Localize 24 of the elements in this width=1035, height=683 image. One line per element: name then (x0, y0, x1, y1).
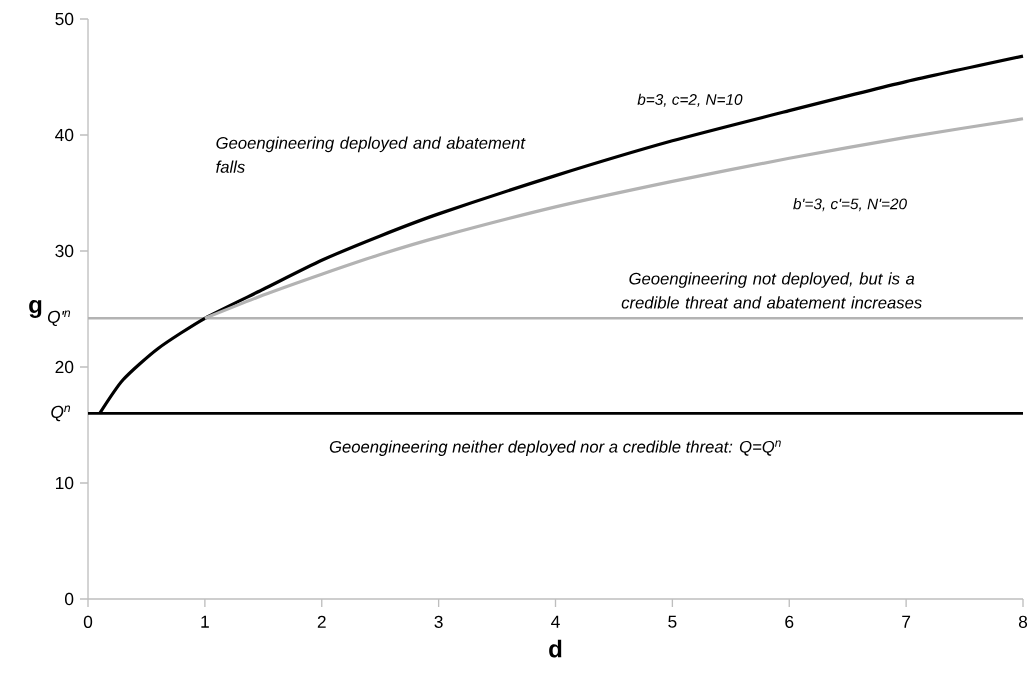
x-tick-label: 7 (902, 615, 911, 628)
annotation: Geoengineering neither deployed nor a credible threat: Q=Q$^{n}$ (329, 440, 781, 456)
x-tick-label: 3 (434, 615, 443, 628)
x-tick-label: 2 (317, 615, 326, 628)
y-axis-title: g (29, 300, 42, 318)
ref-line-label: Q'$^{n}$ (47, 310, 71, 327)
series-label: b=3, c=2, N=10 (637, 93, 743, 107)
y-tick-label: 0 (64, 592, 74, 606)
y-tick-label: 20 (55, 360, 74, 374)
y-tick-label: 30 (55, 244, 74, 258)
x-tick-label: 4 (551, 615, 560, 628)
x-tick-label: 5 (668, 615, 677, 628)
x-tick-label: 6 (785, 615, 794, 628)
x-tick-label: 8 (1018, 615, 1028, 628)
y-tick-label: 40 (55, 128, 74, 142)
y-tick-label: 10 (56, 476, 74, 490)
annotation: Geoengineering not deployed, but is a credible threat and abatement increases (621, 272, 922, 309)
x-tick-label: 0 (83, 615, 93, 628)
annotation: Geoengineering deployed and abatement falls (216, 136, 526, 173)
x-axis-title: d (549, 639, 562, 658)
x-tick-label: 1 (201, 615, 209, 628)
y-tick-label: 50 (55, 12, 74, 26)
text: b'=3, c'=5, N'=20 (793, 198, 907, 212)
ref-line-label: Q$^{n}$ (51, 405, 71, 422)
